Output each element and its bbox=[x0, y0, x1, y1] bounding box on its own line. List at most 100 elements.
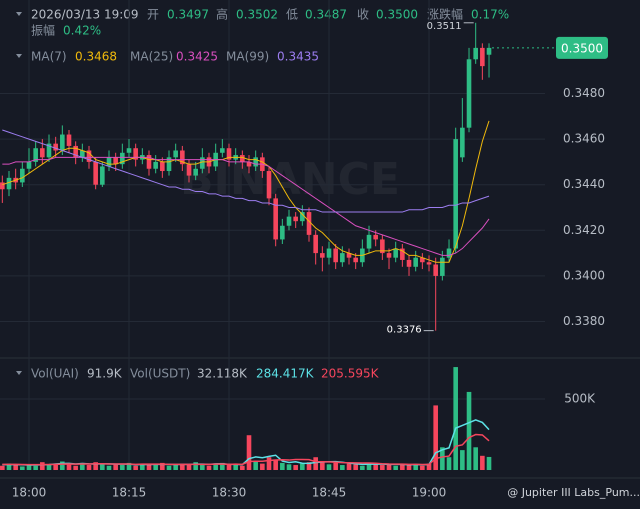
volume-bar bbox=[480, 455, 485, 470]
volume-bar bbox=[260, 463, 265, 470]
candle-body bbox=[253, 157, 258, 167]
volume-bar bbox=[166, 465, 172, 470]
volume-bar bbox=[193, 462, 198, 470]
last-price-tag bbox=[556, 36, 608, 59]
last-price-label: 0.3500 bbox=[561, 41, 603, 55]
candle-body bbox=[266, 171, 272, 199]
volume-bar bbox=[80, 462, 85, 470]
volume-bar bbox=[40, 462, 45, 470]
volume-bar bbox=[266, 457, 272, 470]
volume-ma-legend-value: 284.417K bbox=[256, 367, 315, 381]
candle-body bbox=[386, 253, 392, 258]
candle-body bbox=[153, 161, 158, 169]
volume-tick-label: 500K bbox=[564, 392, 596, 406]
y-tick-label: 0.3440 bbox=[563, 177, 605, 191]
candle-body bbox=[446, 248, 452, 258]
candle-body bbox=[20, 168, 25, 183]
volume-legend-name: Vol(UAI) bbox=[31, 367, 79, 381]
candle-body bbox=[486, 47, 492, 55]
volume-bar bbox=[246, 435, 252, 470]
candle-body bbox=[326, 248, 332, 258]
volume-bar bbox=[373, 462, 378, 470]
header-label: 涨跌幅 bbox=[427, 7, 463, 22]
volume-bar bbox=[126, 462, 132, 470]
candle-body bbox=[306, 212, 312, 235]
candle-body bbox=[126, 148, 132, 153]
volume-bar bbox=[206, 465, 212, 470]
candle-body bbox=[146, 155, 152, 169]
volume-bar bbox=[20, 466, 25, 470]
candle-body bbox=[166, 157, 172, 172]
candle-body bbox=[433, 264, 438, 276]
candle-body bbox=[366, 234, 372, 249]
header-label: 高 bbox=[216, 7, 228, 22]
y-tick-label: 0.3480 bbox=[563, 86, 605, 100]
candle-body bbox=[40, 148, 45, 158]
y-tick-label: 0.3460 bbox=[563, 132, 605, 146]
collapse-icon[interactable] bbox=[16, 54, 22, 58]
volume-bar bbox=[366, 463, 372, 470]
candle-body bbox=[320, 253, 325, 258]
ma-legend-name: MA(99) bbox=[226, 50, 269, 64]
x-tick-label: 18:30 bbox=[212, 486, 247, 500]
watermark: BINANCE bbox=[180, 154, 400, 205]
volume-bar bbox=[6, 463, 12, 470]
volume-bar bbox=[200, 464, 205, 470]
footer-watermark: @ Jupiter III Labs_Pum... bbox=[507, 486, 640, 499]
ma-legend-name: MA(25) bbox=[130, 50, 173, 64]
collapse-icon[interactable] bbox=[16, 371, 22, 375]
candle-body bbox=[353, 257, 358, 263]
volume-bar bbox=[393, 465, 398, 470]
candle-body bbox=[0, 182, 5, 190]
y-tick-label: 0.3380 bbox=[563, 314, 605, 328]
volume-bar bbox=[380, 465, 385, 470]
candle-body bbox=[93, 161, 98, 185]
candle-body bbox=[226, 148, 232, 160]
ma-line bbox=[2, 120, 490, 263]
candle-body bbox=[66, 134, 72, 146]
volume-bar bbox=[220, 462, 225, 470]
candle-body bbox=[346, 253, 352, 258]
candle-body bbox=[293, 216, 298, 222]
volume-bar bbox=[26, 464, 32, 470]
volume-bar bbox=[60, 461, 65, 470]
candle-body bbox=[273, 198, 278, 240]
volume-legend-value: 91.9K bbox=[87, 367, 123, 381]
volume-bar bbox=[133, 465, 138, 470]
collapse-icon[interactable] bbox=[16, 12, 22, 16]
volume-bar bbox=[406, 465, 412, 470]
volume-bar bbox=[286, 464, 292, 470]
candle-body bbox=[26, 161, 32, 169]
header-label: 振幅 bbox=[31, 23, 55, 38]
volume-bar bbox=[426, 463, 432, 470]
candle-body bbox=[86, 150, 92, 162]
candle-body bbox=[60, 134, 65, 151]
low-marker-label: 0.3376 bbox=[387, 325, 422, 336]
candle-body bbox=[373, 234, 378, 240]
volume-bar bbox=[486, 456, 492, 470]
volume-legend-value: 32.118K bbox=[197, 367, 248, 381]
candle-body bbox=[46, 143, 52, 158]
candle-body bbox=[453, 139, 458, 249]
candle-body bbox=[200, 157, 205, 169]
candle-body bbox=[286, 216, 292, 226]
volume-bar bbox=[100, 463, 105, 470]
volume-bar bbox=[300, 463, 305, 470]
y-tick-label: 0.3400 bbox=[563, 268, 605, 282]
candle-body bbox=[120, 152, 125, 165]
candle-body bbox=[193, 168, 198, 176]
candle-body bbox=[106, 157, 112, 167]
candle-body bbox=[406, 259, 412, 267]
volume-bar bbox=[226, 465, 232, 470]
volume-bar bbox=[213, 463, 218, 470]
candle-body bbox=[380, 239, 385, 254]
candle-body bbox=[133, 148, 138, 160]
volume-bar bbox=[333, 462, 338, 470]
volume-bar bbox=[146, 464, 152, 470]
candle-body bbox=[100, 166, 105, 185]
volume-bar bbox=[326, 464, 332, 470]
volume-bar bbox=[160, 462, 165, 470]
candle-body bbox=[466, 59, 472, 128]
x-tick-label: 18:45 bbox=[312, 486, 347, 500]
volume-bar bbox=[233, 464, 238, 470]
